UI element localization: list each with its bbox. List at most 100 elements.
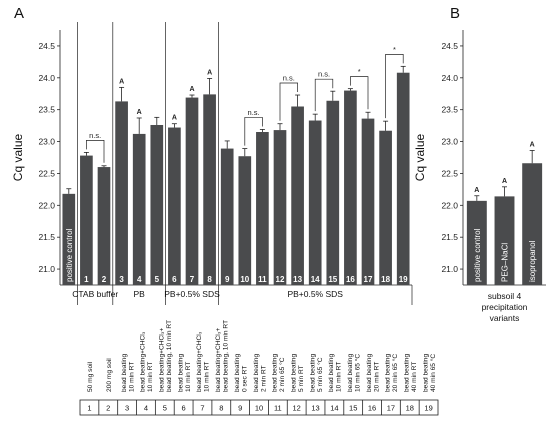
comparison-bracket (314, 78, 334, 112)
bar (291, 106, 304, 285)
category-label: 10 (240, 275, 249, 284)
table-row (79, 399, 439, 416)
table-cell: 13 (311, 404, 319, 413)
condition-text: 20 min RT (373, 362, 380, 392)
comparison-label: n.s. (283, 74, 295, 83)
condition-text: bead beating+CHCl₃+ (215, 328, 222, 392)
category-label: 9 (225, 275, 230, 284)
y-tick-label: 24.0 (441, 73, 458, 83)
table-cell: 9 (238, 404, 242, 413)
y-axis-title: Cq value (413, 134, 427, 182)
significance-letter: A (207, 69, 212, 76)
condition-text: bead beating (177, 354, 184, 392)
category-label: 1 (84, 275, 89, 284)
condition-text: 10 min 65 °C (353, 354, 361, 392)
y-tick-label: 22.0 (38, 200, 55, 210)
condition-text: 40 min RT (411, 362, 418, 392)
table-cell: 8 (219, 404, 223, 413)
y-tick-label: 24.0 (38, 73, 55, 83)
bar (132, 133, 146, 285)
y-axis-title: Cq value (11, 134, 25, 182)
y-tick-label: 23.5 (441, 105, 458, 115)
table-cell: 15 (349, 404, 357, 413)
bar (273, 130, 287, 285)
bar (379, 130, 392, 285)
category-label: isopropanol (528, 240, 537, 282)
condition-text: 0 sec RT (241, 366, 248, 392)
bar (361, 118, 375, 285)
bar (203, 94, 216, 285)
y-tick-label: 23.0 (38, 137, 55, 147)
group-label: subsoil 4 (488, 291, 522, 301)
y-tick-label: 22.5 (441, 168, 458, 178)
comparison-bracket (350, 76, 369, 110)
y-tick-label: 23.0 (441, 137, 458, 147)
table-cell: 17 (387, 404, 395, 413)
category-label: 13 (293, 275, 302, 284)
category-label: 12 (276, 275, 285, 284)
condition-text: bead beating (290, 354, 297, 392)
condition-text: 5 min RT (298, 365, 305, 392)
table-cell: 7 (200, 404, 204, 413)
group-label: precipitation (482, 302, 528, 312)
condition-text: bead beating (385, 354, 392, 392)
group-label: PB (134, 289, 146, 299)
condition-text: 10 min RT (147, 362, 154, 392)
group-label: PB+0.5% SDS (164, 289, 220, 299)
bar (115, 101, 128, 286)
category-label: 14 (311, 275, 320, 284)
bar (185, 97, 199, 285)
condition-text: 10 min RT (185, 362, 192, 392)
group-label: CTAB buffer (72, 289, 118, 299)
bar (344, 90, 357, 285)
category-label: 19 (399, 275, 408, 284)
category-label: 15 (328, 275, 337, 284)
y-tick-label: 21.5 (441, 232, 458, 242)
bar (238, 156, 252, 285)
condition-table: 50 mg soil 200 mg soil bead beating 10 min … (79, 320, 439, 416)
category-label: 8 (207, 275, 212, 284)
condition-text: bead beating, 10 min RT (223, 320, 230, 392)
table-cell: 18 (406, 404, 414, 413)
bar (150, 124, 164, 285)
category-label: 5 (155, 275, 160, 284)
condition-text: bead beating (403, 354, 410, 392)
table-cell: 3 (125, 404, 129, 413)
category-label: positive control (65, 228, 74, 282)
condition-text: bead beating+CHCl₃ (196, 331, 203, 392)
condition-text: 40 min 65 °C (429, 354, 437, 392)
condition-text: 50 mg soil (87, 361, 94, 392)
significance-letter: A (189, 86, 194, 93)
condition-text: bead beating+CHCl₃+ (159, 328, 166, 392)
bar (396, 72, 410, 286)
y-tick-label: 21.0 (441, 264, 458, 274)
condition-text: bead beating (328, 354, 335, 392)
bar (522, 163, 543, 285)
comparison-bracket (385, 53, 404, 119)
condition-text: 10 min RT (336, 362, 343, 392)
condition-text: bead beating (121, 354, 128, 392)
comparison-label: n.s. (89, 131, 101, 140)
comparison-bracket (279, 82, 298, 121)
significance-letter: A (137, 109, 142, 116)
bar (220, 148, 234, 285)
group-label: PB+0.5% SDS (287, 289, 343, 299)
table-cell: 12 (293, 404, 301, 413)
category-label: 2 (102, 275, 107, 284)
comparison-label: n.s. (318, 70, 330, 79)
y-tick-label: 24.5 (38, 41, 55, 51)
y-tick-label: 23.5 (38, 105, 55, 115)
comparison-label: * (358, 67, 361, 76)
group-label: variants (490, 313, 520, 323)
bar (80, 155, 93, 285)
panel-b-label: B (450, 5, 460, 22)
bar (308, 120, 322, 286)
comparison-bracket (244, 117, 263, 146)
comparison-bracket (86, 140, 105, 163)
condition-text: bead beating (422, 354, 429, 392)
category-label: PEG–NaCl (501, 243, 510, 282)
table-cell: 19 (424, 404, 432, 413)
bar (326, 100, 340, 285)
condition-text: bead beating (272, 354, 279, 392)
